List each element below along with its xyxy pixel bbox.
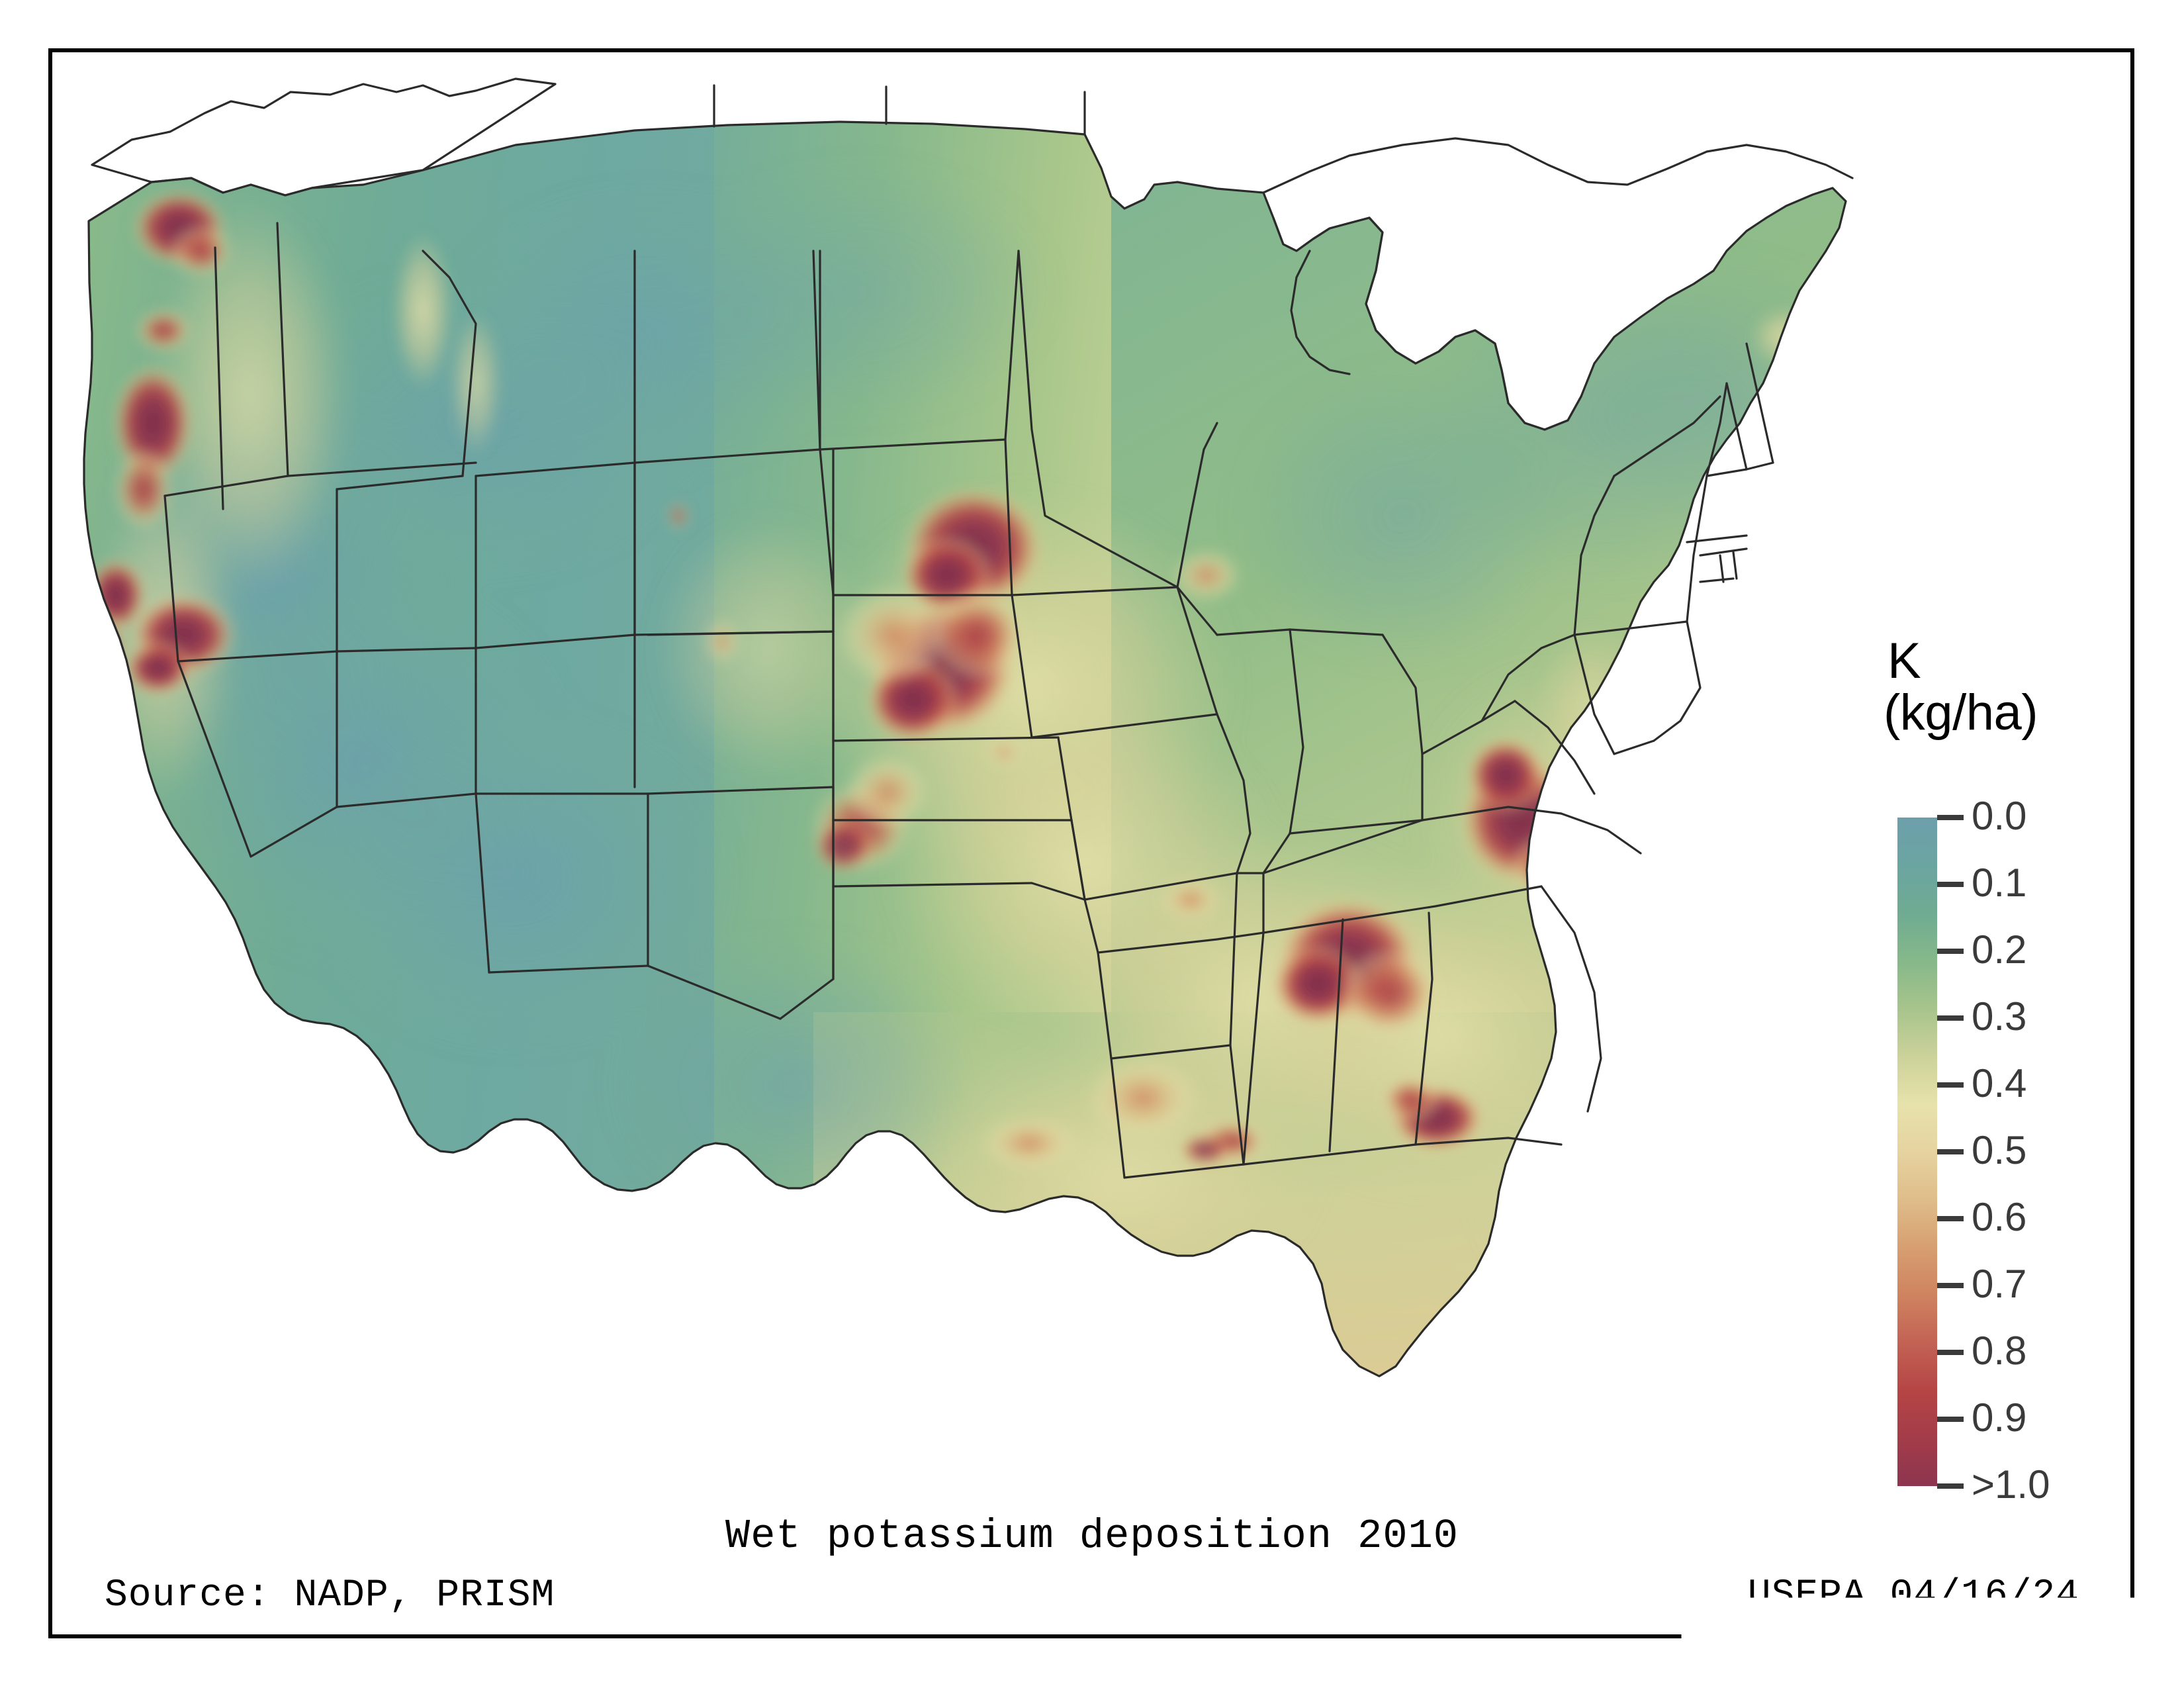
colorbar-tick-label: 0.9 bbox=[1972, 1398, 2026, 1438]
colorbar-tick-label: 0.0 bbox=[1972, 796, 2026, 836]
colorbar-gradient bbox=[1897, 818, 1937, 1486]
colorbar-tick-label: 0.2 bbox=[1972, 930, 2026, 970]
colorbar-tick-label: >1.0 bbox=[1972, 1465, 2050, 1505]
colorbar-tick-mark bbox=[1937, 815, 1964, 820]
legend-title-units: (kg/ha) bbox=[1884, 687, 2124, 739]
colorbar-tick-mark bbox=[1937, 1082, 1964, 1088]
page-title: Wet potassium deposition 2010 bbox=[0, 1513, 2184, 1560]
colorbar-tick-mark bbox=[1937, 1350, 1964, 1355]
deposition-raster bbox=[52, 52, 1866, 1476]
colorbar-tick-mark bbox=[1937, 1483, 1964, 1489]
colorbar-tick-mark bbox=[1937, 1216, 1964, 1221]
colorbar-tick-label: 0.7 bbox=[1972, 1264, 2026, 1304]
source-note: Source: NADP, PRISM bbox=[105, 1574, 555, 1617]
colorbar-tick-mark bbox=[1937, 949, 1964, 954]
map-page: K (kg/ha) 0.0 0.1 0.2 0.3 0.4 0.5 0.6 0.7 0.8 0.9… bbox=[0, 0, 2184, 1688]
agency-date-note: USEPA 04/16/24 bbox=[1748, 1574, 2079, 1617]
colorbar-tick-label: 0.1 bbox=[1972, 863, 2026, 903]
colorbar-tick-label: 0.3 bbox=[1972, 997, 2026, 1037]
colorbar-legend: K (kg/ha) 0.0 0.1 0.2 0.3 0.4 0.5 0.6 0.7 0.8 0.9… bbox=[1846, 635, 2124, 1516]
colorbar-tick-mark bbox=[1937, 882, 1964, 887]
colorbar: 0.0 0.1 0.2 0.3 0.4 0.5 0.6 0.7 0.8 0.9 >1.0 bbox=[1897, 818, 2116, 1486]
choropleth-map bbox=[52, 52, 1866, 1476]
colorbar-tick-label: 0.6 bbox=[1972, 1197, 2026, 1237]
legend-title-variable: K bbox=[1888, 635, 2124, 687]
colorbar-tick-mark bbox=[1937, 1149, 1964, 1154]
colorbar-tick-label: 0.4 bbox=[1972, 1064, 2026, 1103]
colorbar-tick-label: 0.5 bbox=[1972, 1131, 2026, 1170]
colorbar-tick-mark bbox=[1937, 1283, 1964, 1288]
colorbar-tick-mark bbox=[1937, 1417, 1964, 1422]
colorbar-tick-label: 0.8 bbox=[1972, 1331, 2026, 1371]
colorbar-tick-mark bbox=[1937, 1015, 1964, 1021]
